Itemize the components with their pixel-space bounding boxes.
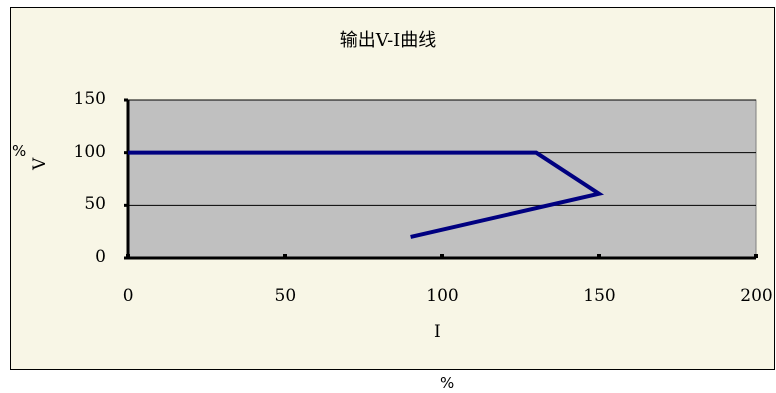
x-axis-unit: % xyxy=(440,374,455,392)
plot-area xyxy=(127,99,757,259)
y-tick-label-100: 100 xyxy=(73,141,106,162)
x-tick-label-100: 100 xyxy=(426,286,459,306)
series-group xyxy=(128,150,605,239)
y-axis-unit: % xyxy=(12,142,27,160)
chart-title: 输出V-I曲线 xyxy=(339,30,437,51)
x-tick-label-150: 150 xyxy=(583,286,616,306)
y-tick-label-150: 150 xyxy=(73,89,106,109)
axes xyxy=(124,98,758,260)
series-line-0 xyxy=(128,150,605,239)
y-tick-label-0: 0 xyxy=(95,247,106,267)
x-tick-label-200: 200 xyxy=(740,286,773,306)
x-tick-label-50: 50 xyxy=(274,286,297,306)
y-axis-label: V xyxy=(30,157,50,170)
x-axis-label: I xyxy=(434,322,441,342)
y-tick-label-50: 50 xyxy=(84,194,106,215)
x-tick-label-0: 0 xyxy=(122,286,134,306)
